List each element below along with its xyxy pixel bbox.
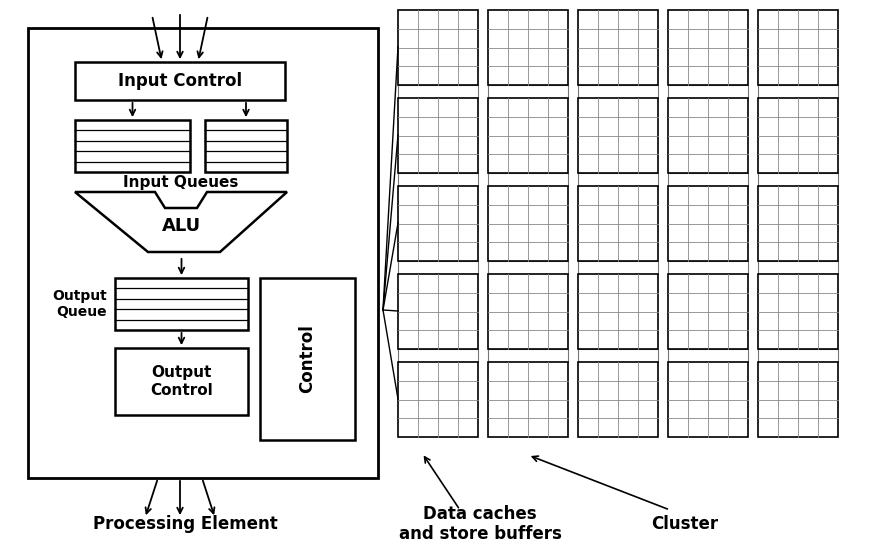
Bar — [398, 10, 478, 85]
Bar — [398, 274, 478, 349]
Bar — [28, 28, 378, 478]
Bar — [488, 98, 568, 173]
Bar — [668, 85, 748, 98]
Bar — [758, 98, 838, 173]
Bar — [578, 186, 658, 261]
Bar — [488, 261, 568, 274]
Bar — [75, 120, 190, 172]
Bar — [488, 274, 568, 349]
Bar — [668, 10, 748, 85]
Text: Output
Control: Output Control — [150, 365, 213, 398]
Bar — [758, 261, 838, 274]
Text: ALU: ALU — [161, 217, 201, 235]
Bar — [668, 98, 748, 173]
Text: Output
Queue: Output Queue — [52, 289, 107, 319]
Bar — [578, 349, 658, 362]
Bar — [488, 349, 568, 362]
Bar — [668, 261, 748, 274]
Bar — [578, 261, 658, 274]
Bar — [398, 98, 478, 173]
Bar — [488, 362, 568, 437]
Bar — [115, 278, 248, 330]
Bar — [758, 173, 838, 186]
Bar — [398, 186, 478, 261]
Bar — [758, 10, 838, 85]
Bar — [398, 261, 478, 274]
Bar — [398, 349, 478, 362]
Bar — [758, 362, 838, 437]
Bar — [758, 274, 838, 349]
Bar — [488, 85, 568, 98]
Text: Data caches
and store buffers: Data caches and store buffers — [399, 505, 561, 543]
Polygon shape — [75, 192, 287, 252]
Bar — [668, 186, 748, 261]
Bar — [260, 278, 355, 440]
Bar — [578, 10, 658, 85]
Bar — [205, 120, 287, 172]
Bar — [758, 186, 838, 261]
Bar — [398, 362, 478, 437]
Bar — [398, 173, 478, 186]
Bar — [578, 98, 658, 173]
Text: Input Queues: Input Queues — [123, 175, 238, 190]
Bar — [668, 362, 748, 437]
Bar — [578, 85, 658, 98]
Bar — [488, 10, 568, 85]
Text: Processing Element: Processing Element — [92, 515, 277, 533]
Bar — [578, 274, 658, 349]
Text: Cluster: Cluster — [651, 515, 719, 533]
Bar — [115, 348, 248, 415]
Text: Control: Control — [298, 325, 317, 394]
Bar — [75, 62, 285, 100]
Bar — [668, 173, 748, 186]
Text: Input Control: Input Control — [118, 72, 242, 90]
Bar — [668, 274, 748, 349]
Bar — [578, 362, 658, 437]
Bar — [758, 85, 838, 98]
Bar — [578, 173, 658, 186]
Bar — [488, 173, 568, 186]
Bar — [488, 186, 568, 261]
Bar — [758, 349, 838, 362]
Bar — [398, 85, 478, 98]
Bar — [668, 349, 748, 362]
